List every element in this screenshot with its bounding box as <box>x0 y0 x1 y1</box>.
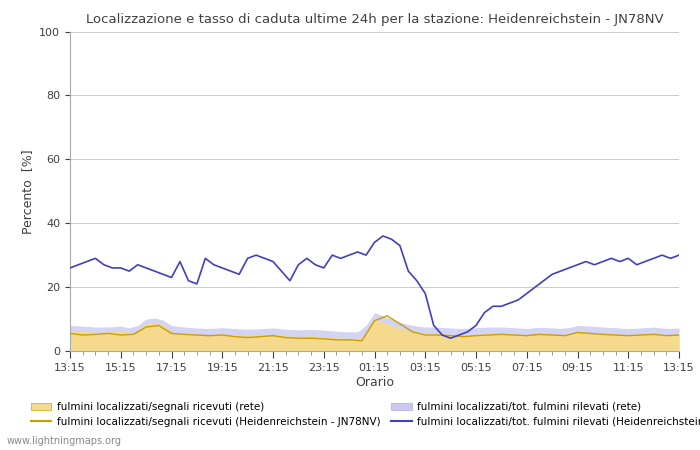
Text: www.lightningmaps.org: www.lightningmaps.org <box>7 436 122 446</box>
X-axis label: Orario: Orario <box>355 376 394 389</box>
Title: Localizzazione e tasso di caduta ultime 24h per la stazione: Heidenreichstein - : Localizzazione e tasso di caduta ultime … <box>85 13 664 26</box>
Y-axis label: Percento  [%]: Percento [%] <box>21 149 34 234</box>
Legend: fulmini localizzati/segnali ricevuti (rete), fulmini localizzati/segnali ricevut: fulmini localizzati/segnali ricevuti (re… <box>27 398 700 431</box>
